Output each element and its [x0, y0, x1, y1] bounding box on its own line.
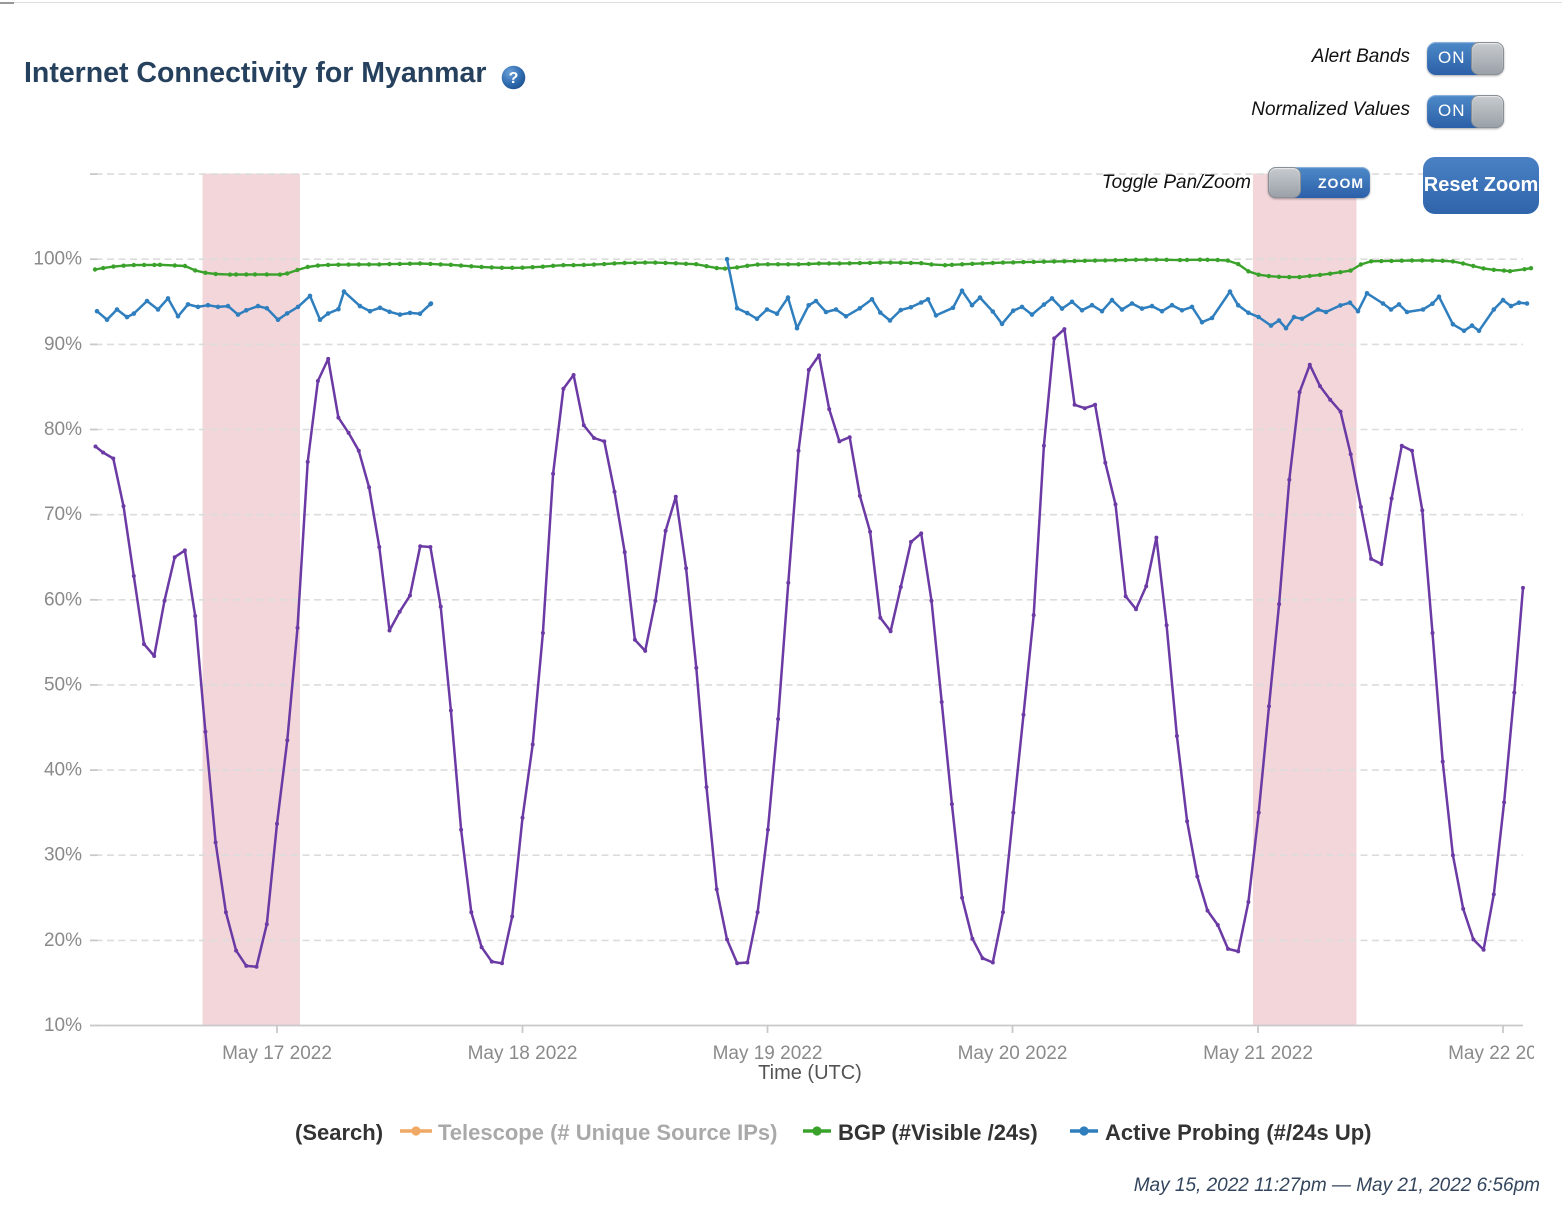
svg-text:10%: 10%	[44, 1015, 82, 1036]
svg-text:90%: 90%	[44, 334, 82, 355]
svg-text:May 20 2022: May 20 2022	[958, 1043, 1068, 1064]
svg-text:60%: 60%	[44, 589, 82, 610]
svg-text:100%: 100%	[33, 249, 82, 270]
svg-text:20%: 20%	[44, 930, 82, 951]
svg-text:40%: 40%	[44, 760, 82, 781]
svg-text:80%: 80%	[44, 419, 82, 440]
svg-text:May 21 2022: May 21 2022	[1203, 1043, 1313, 1064]
svg-text:50%: 50%	[44, 674, 82, 695]
svg-text:May 22 2022: May 22 2022	[1448, 1043, 1558, 1064]
svg-text:Time (UTC): Time (UTC)	[758, 1062, 862, 1084]
svg-text:?: ?	[509, 70, 519, 87]
svg-text:70%: 70%	[44, 504, 82, 525]
svg-text:May 19 2022: May 19 2022	[713, 1043, 823, 1064]
svg-text:May 17 2022: May 17 2022	[222, 1043, 332, 1064]
svg-text:May 18 2022: May 18 2022	[468, 1043, 578, 1064]
svg-text:30%: 30%	[44, 845, 82, 866]
